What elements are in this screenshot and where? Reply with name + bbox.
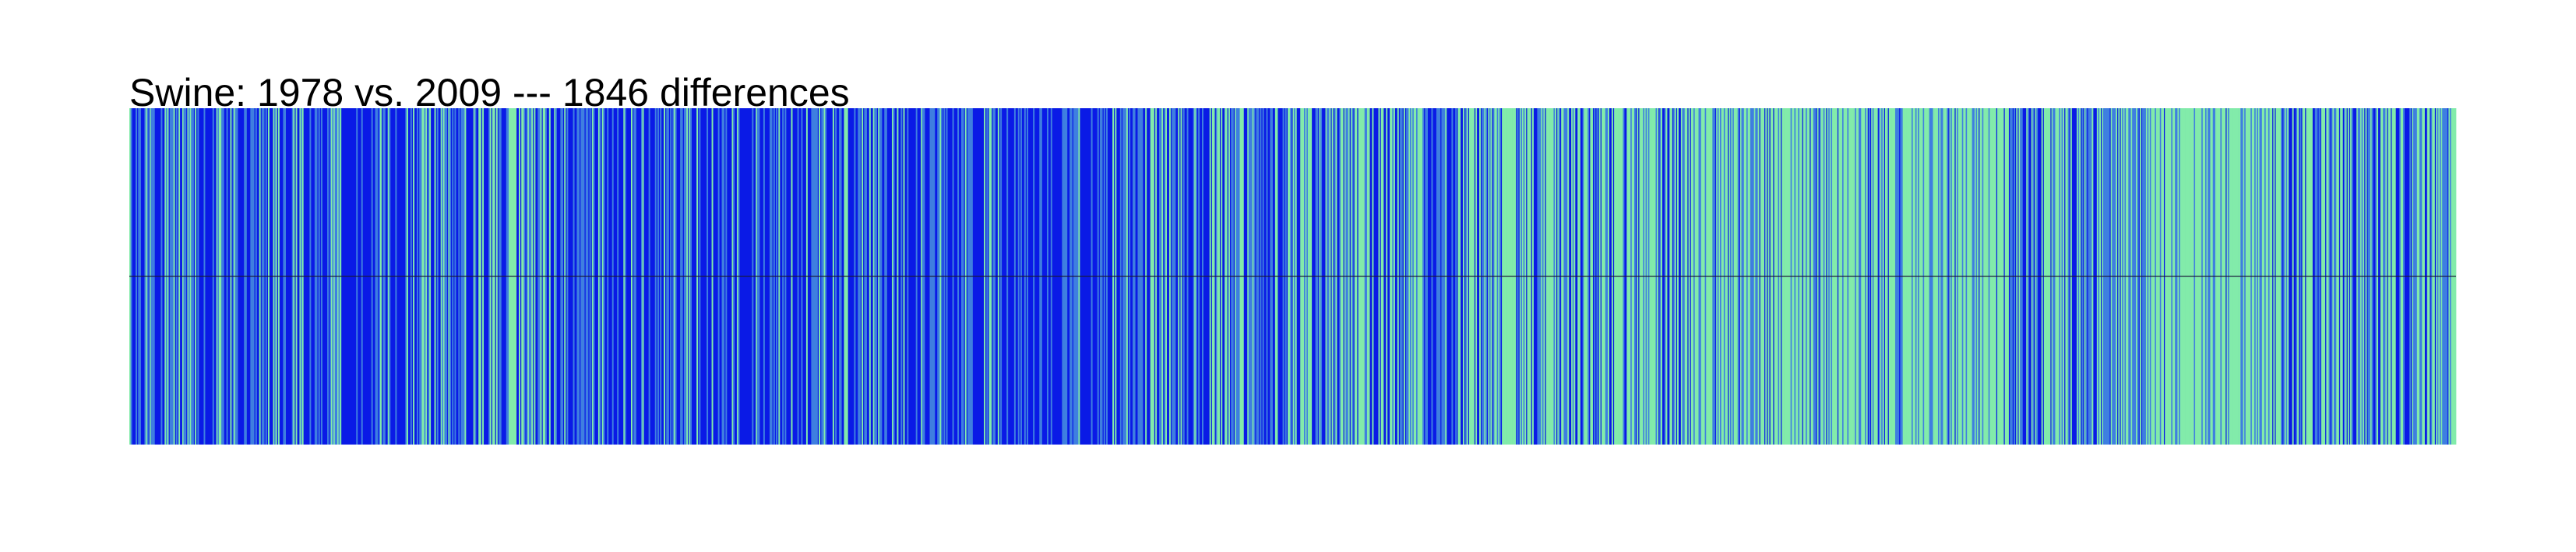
chart-title: Swine: 1978 vs. 2009 --- 1846 difference…	[129, 71, 850, 114]
